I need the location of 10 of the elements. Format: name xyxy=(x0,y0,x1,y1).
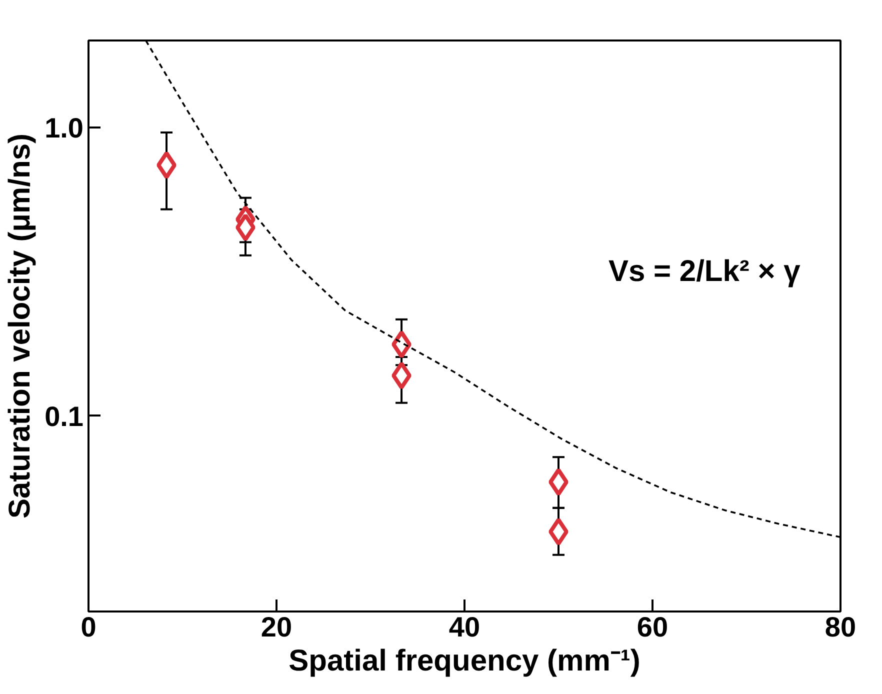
y-tick-label: 1.0 xyxy=(44,112,84,144)
y-axis-title: Saturation velocity (μm/ns) xyxy=(4,133,37,519)
x-tick-label: 0 xyxy=(80,612,96,642)
annotation: Vs = 2/Lk² × γ xyxy=(608,255,801,288)
x-axis-title: Spatial frequency (mm⁻¹) xyxy=(288,644,640,678)
x-tick-label: 20 xyxy=(260,612,292,642)
y-tick-label: 0.1 xyxy=(44,400,84,432)
x-tick-label: 60 xyxy=(636,612,668,642)
x-tick-label: 80 xyxy=(824,612,856,642)
x-tick-label: 40 xyxy=(448,612,480,642)
